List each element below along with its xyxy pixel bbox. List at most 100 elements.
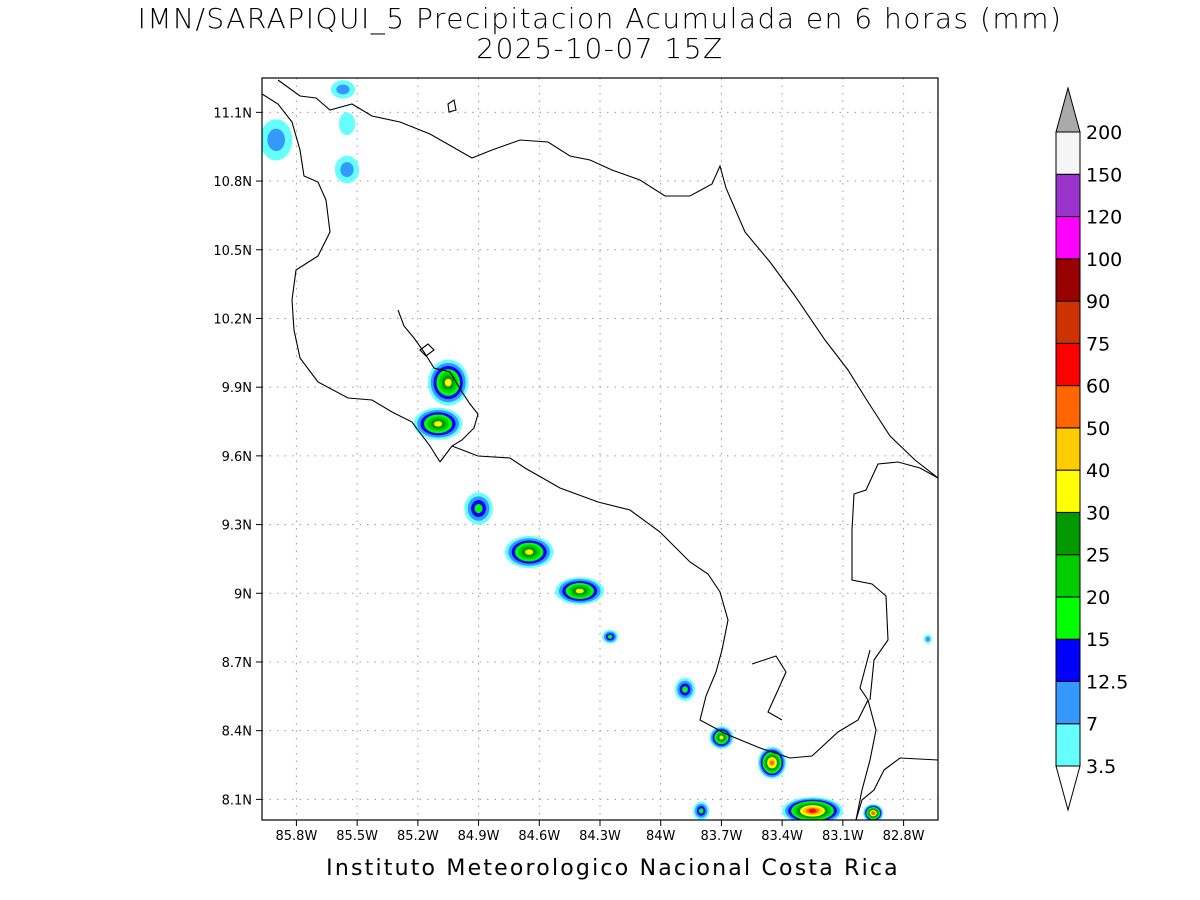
- lat-tick-label: 10.5N: [213, 244, 252, 259]
- footer-credit: Instituto Meteorologico Nacional Costa R…: [326, 856, 900, 881]
- colorbar-swatch-90: [1055, 258, 1081, 302]
- colorbar: 3.5 7 12.5 15 20 25 30 40 50 60 75 90 100 120 150 200: [1055, 86, 1128, 812]
- colorbar-swatch-40: [1055, 427, 1081, 471]
- colorbar-label: 30: [1086, 502, 1110, 524]
- rain-cell: [863, 803, 884, 820]
- colorbar-label: 25: [1086, 545, 1110, 567]
- rain-cell: [602, 629, 619, 644]
- colorbar-swatch-75: [1055, 300, 1081, 344]
- lat-tick-label: 8.4N: [222, 725, 252, 740]
- rain-cell: [555, 577, 605, 605]
- colorbar-label: 3.5: [1086, 756, 1116, 778]
- burica-coast: [855, 699, 877, 820]
- colorbar-swatch-7: [1055, 680, 1081, 725]
- colorbar-label: 15: [1086, 629, 1110, 651]
- map-title: IMN/SARAPIQUI_5 Precipitacion Acumulada …: [137, 2, 1063, 35]
- rain-contour-30: [575, 588, 584, 594]
- rain-cell: [338, 112, 356, 136]
- colorbar-swatch-60: [1055, 342, 1081, 387]
- colorbar-swatch-150: [1055, 131, 1081, 175]
- colorbar-label: 75: [1086, 333, 1110, 355]
- colorbar-label: 7: [1086, 714, 1098, 736]
- latitude-axis: 11.1N 10.8N 10.5N 10.2N 9.9N 9.6N 9.3N 9N 8.7N 8.…: [213, 106, 262, 808]
- colorbar-swatch-3.5: [1055, 723, 1081, 767]
- precipitation-field: [262, 80, 932, 820]
- colorbar-label: 100: [1086, 249, 1122, 271]
- colorbar-swatch-120: [1055, 173, 1081, 218]
- rain-contour-15: [682, 686, 688, 693]
- colorbar-swatch-100: [1055, 216, 1081, 260]
- lon-tick-label: 83.1W: [822, 829, 864, 844]
- colorbar-swatch-30: [1055, 469, 1081, 513]
- colorbar-label: 150: [1086, 164, 1122, 186]
- colorbar-label: 200: [1086, 122, 1122, 144]
- rain-contour-7: [267, 128, 285, 152]
- rain-cell: [262, 119, 293, 161]
- colorbar-label: 60: [1086, 376, 1110, 398]
- lat-tick-label: 9.3N: [222, 519, 252, 534]
- lon-tick-label: 84.3W: [579, 829, 621, 844]
- rain-contour-30: [719, 735, 724, 740]
- colorbar-label: 50: [1086, 418, 1110, 440]
- rain-contour-7: [336, 84, 350, 95]
- colorbar-label: 12.5: [1086, 671, 1128, 693]
- lon-tick-label: 85.5W: [336, 829, 378, 844]
- colorbar-label: 20: [1086, 587, 1110, 609]
- rain-cell: [674, 678, 696, 701]
- island-outline: [447, 99, 457, 113]
- colorbar-swatch-12.5: [1055, 638, 1081, 682]
- lat-tick-label: 10.8N: [213, 175, 252, 190]
- rain-cell: [709, 726, 734, 750]
- lat-tick-label: 8.7N: [222, 656, 252, 671]
- osa-peninsula-coast: [751, 655, 787, 721]
- rain-contour-30: [525, 549, 534, 555]
- west-peninsula-coast: [262, 93, 441, 463]
- rain-contour-7: [925, 636, 931, 642]
- rain-contour-15: [698, 808, 704, 814]
- map-subtitle: 2025-10-07 15Z: [476, 32, 724, 65]
- lat-tick-label: 10.2N: [213, 312, 252, 327]
- lat-tick-label: 9N: [234, 587, 252, 602]
- colorbar-swatch-25: [1055, 511, 1081, 556]
- pacific-central-coast: [451, 445, 871, 759]
- lon-tick-label: 83.7W: [701, 829, 743, 844]
- rain-cell: [693, 801, 710, 820]
- lat-tick-label: 9.9N: [222, 381, 252, 396]
- rain-cell: [782, 797, 843, 820]
- rain-cell: [330, 80, 356, 99]
- panama-border-line: [851, 461, 938, 701]
- rain-contour-15: [607, 634, 613, 639]
- colorbar-top-arrow: [1055, 86, 1081, 133]
- lon-tick-label: 85.8W: [276, 829, 318, 844]
- coastline-borders: [262, 79, 938, 820]
- longitude-axis: 85.8W 85.5W 85.2W 84.9W 84.6W 84.3W 84W 83.7W 83…: [276, 820, 925, 844]
- rain-cell: [427, 359, 469, 406]
- rain-cell: [923, 634, 932, 644]
- nicoya-gulf-coast: [397, 309, 479, 463]
- colorbar-label: 90: [1086, 291, 1110, 313]
- lon-tick-label: 83.4W: [761, 829, 803, 844]
- lat-tick-label: 8.1N: [222, 793, 252, 808]
- colorbar-swatch-50: [1055, 385, 1081, 429]
- north-coast-line: [277, 79, 938, 479]
- map-panel: [261, 77, 939, 821]
- rain-contour-15: [474, 503, 483, 514]
- map-background: [262, 78, 938, 820]
- lon-tick-label: 85.2W: [397, 829, 439, 844]
- lat-tick-label: 9.6N: [222, 450, 252, 465]
- colorbar-label: 40: [1086, 460, 1110, 482]
- rain-contour-7: [340, 162, 354, 178]
- rain-cell: [334, 155, 360, 184]
- rain-contour-50: [871, 811, 876, 816]
- panama-south-coast: [855, 757, 938, 820]
- lon-tick-label: 82.8W: [883, 829, 925, 844]
- colorbar-swatch-15: [1055, 596, 1081, 640]
- rain-contour-50: [770, 760, 775, 765]
- rain-contour-60: [808, 808, 817, 813]
- colorbar-swatch-20: [1055, 554, 1081, 598]
- colorbar-bottom-arrow: [1055, 765, 1081, 812]
- lat-tick-label: 11.1N: [213, 106, 252, 121]
- rain-contour-30: [434, 421, 443, 427]
- lake-outline: [419, 343, 435, 357]
